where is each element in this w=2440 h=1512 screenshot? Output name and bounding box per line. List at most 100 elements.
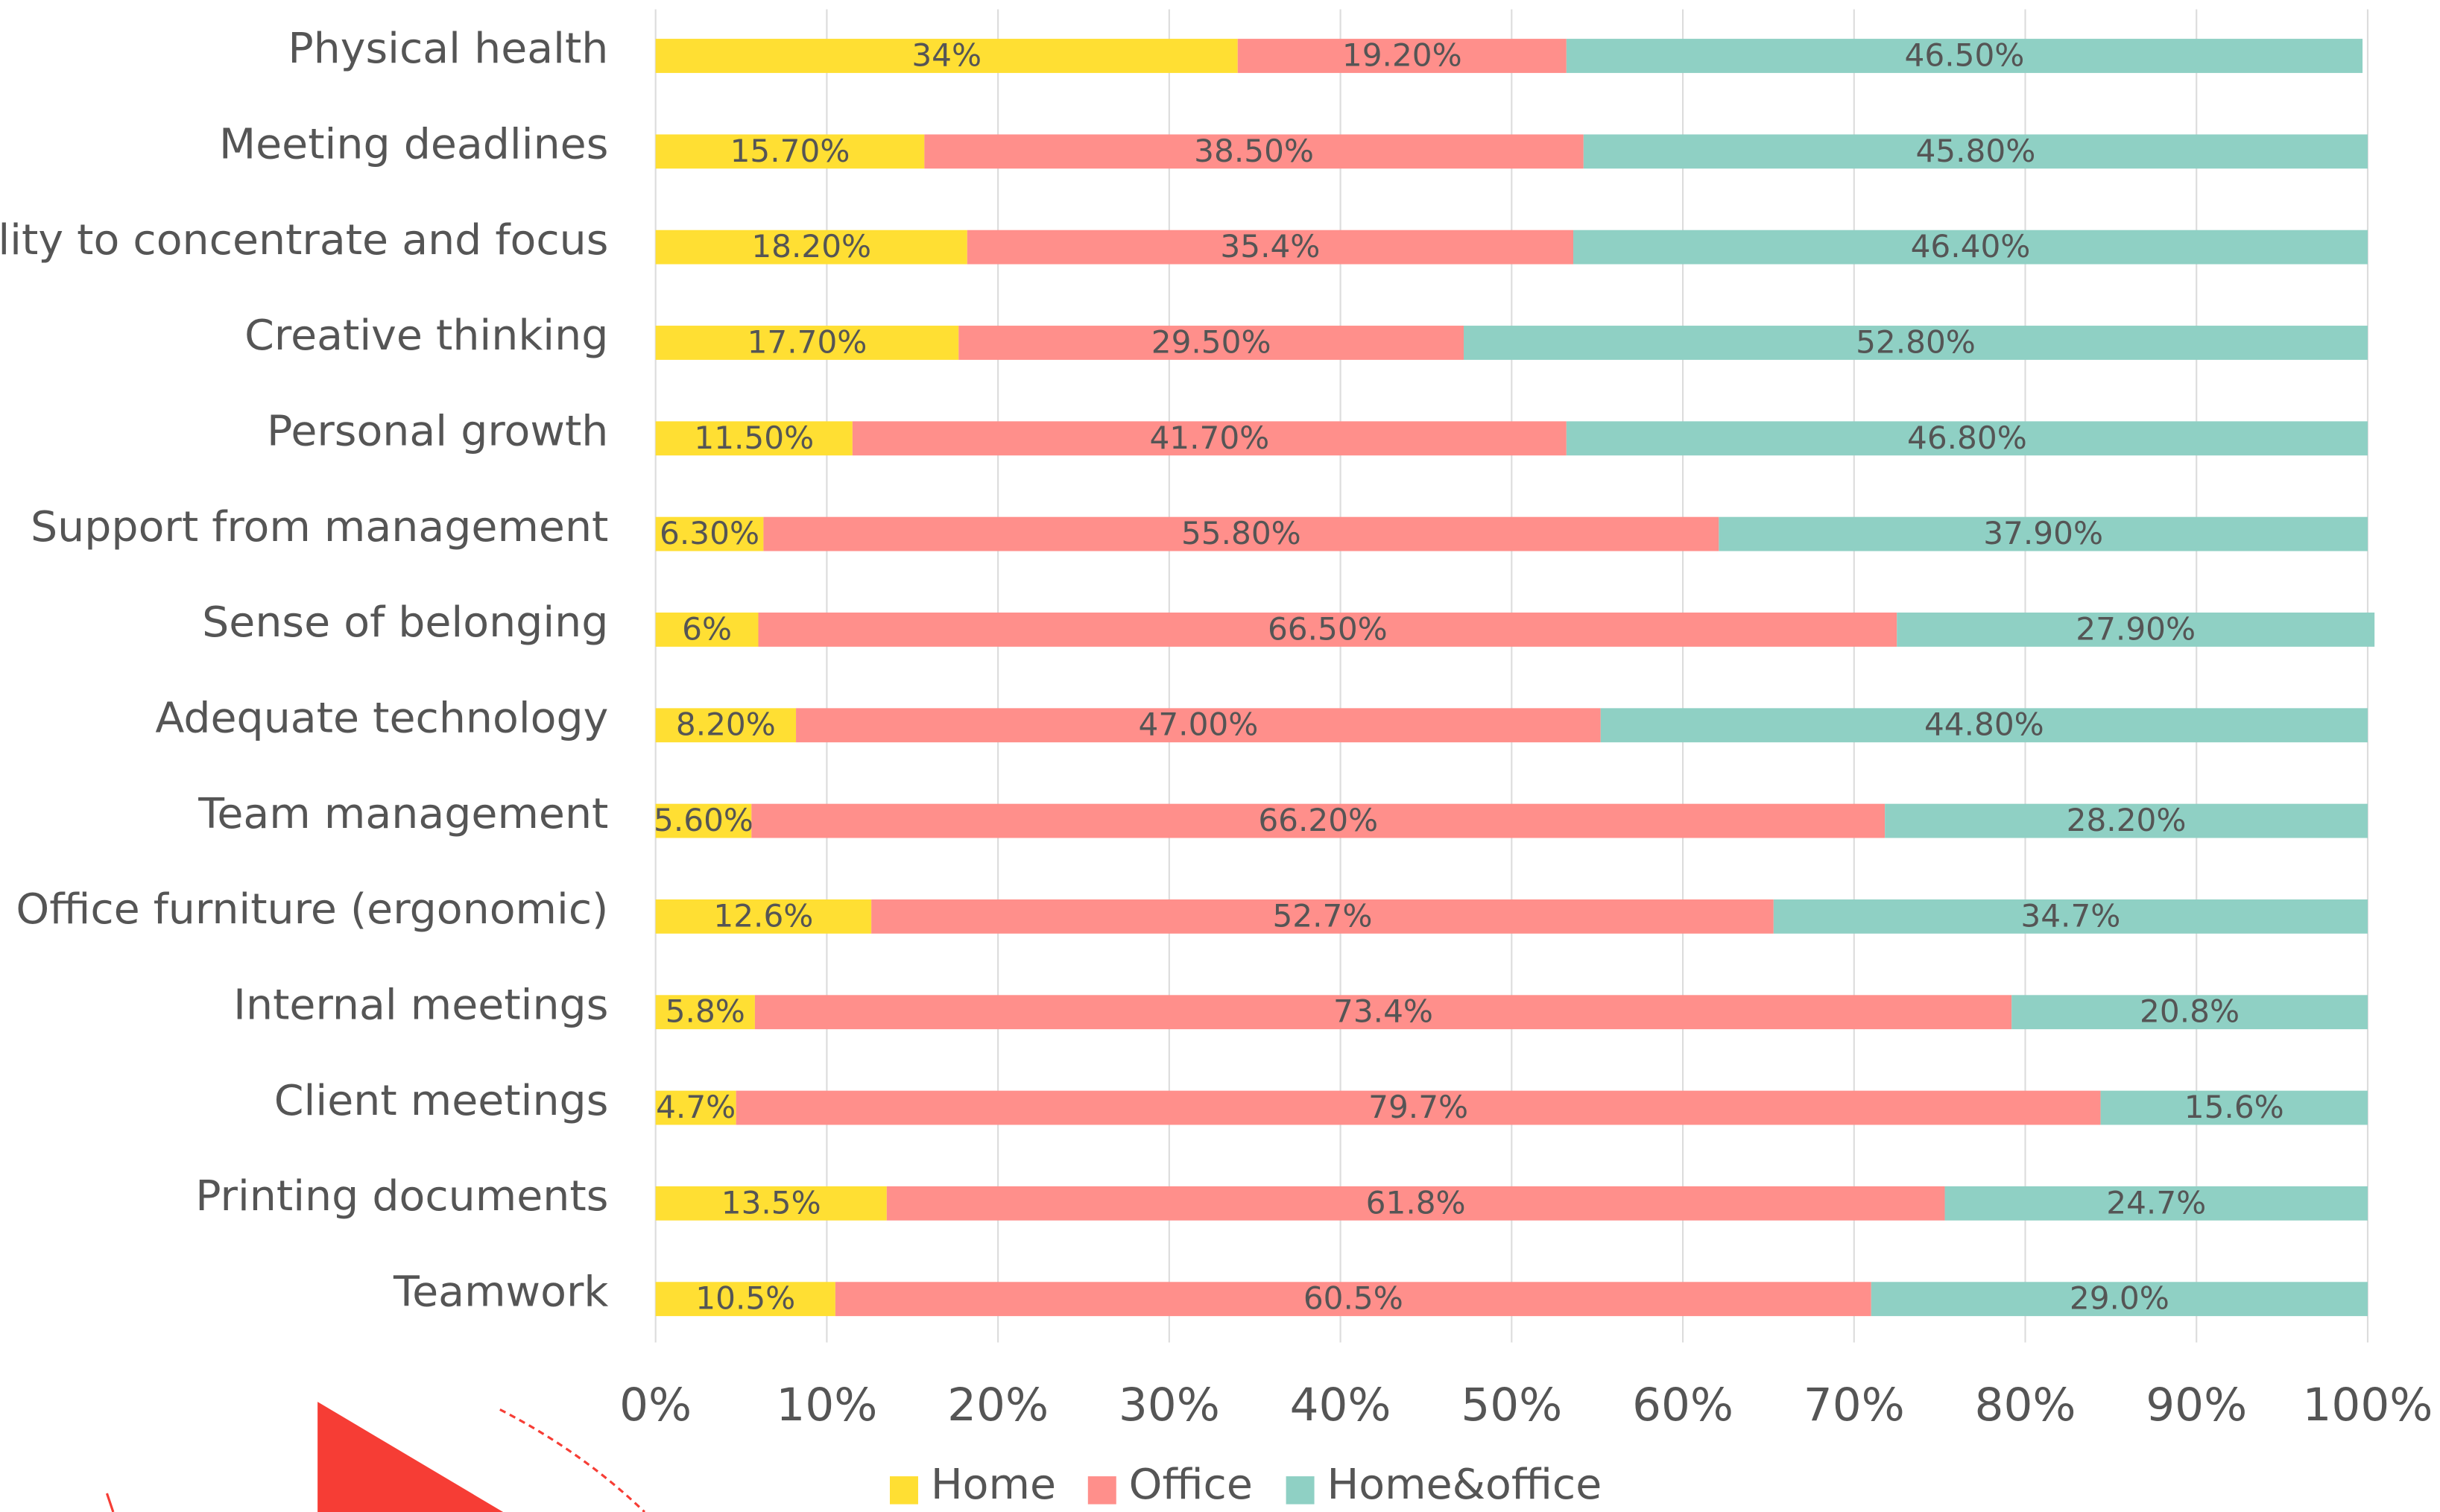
data-label: 28.20% [2067,802,2187,838]
data-label: 60.5% [1303,1280,1403,1317]
data-label: 41.70% [1149,420,1269,456]
x-tick-label: 20% [947,1379,1049,1432]
bar-segment [655,708,797,743]
bar-segment [758,613,1897,647]
y-tick-label: Printing documents [195,1171,608,1221]
data-label: 61.8% [1366,1185,1466,1221]
legend-label: Home&office [1327,1461,1602,1510]
data-label: 13.5% [721,1185,821,1221]
bar-segment [736,1090,2101,1125]
data-label: 15.6% [2184,1089,2284,1125]
data-label: 46.80% [1907,420,2027,456]
bar-segment [2011,995,2368,1030]
bar-segment [655,230,967,265]
decoration [105,1493,115,1512]
bar-segment [655,803,752,838]
data-label: 79.7% [1368,1089,1468,1125]
x-tick-label: 0% [619,1379,692,1432]
data-label: 45.80% [1915,133,2035,169]
bar-segment [852,421,1567,456]
bar-segment [655,1090,736,1125]
bar-segment [655,899,872,934]
bar-segment [1944,1186,2368,1221]
bar-segment [655,613,759,647]
x-tick-label: 50% [1461,1379,1562,1432]
y-tick-label: Meeting deadlines [219,120,608,169]
data-label: 34.7% [2020,898,2120,934]
data-label: 52.7% [1272,898,1372,934]
bar-segment [886,1186,1945,1221]
bar-segment [796,708,1601,743]
bar-segment [1566,39,2363,73]
data-label: 17.70% [748,324,867,361]
data-label: 24.7% [2106,1185,2206,1221]
bars: 34% 19.20% 46.50% 15.70% 38.50% 45.80% 18.20% 3… [654,37,2375,1317]
bar-segment [1566,421,2368,456]
y-tick-label: Creative thinking [244,311,608,361]
bar-segment [1897,613,2375,647]
y-tick-label: Adequate technology [155,694,608,743]
bar-segment [655,134,925,169]
legend-label: Home [931,1461,1056,1510]
data-label: 35.4% [1220,228,1320,265]
data-label: 66.20% [1258,802,1378,838]
data-label: 6.30% [660,515,759,551]
bar-segment [1885,803,2368,838]
data-label: 20.8% [2140,993,2240,1030]
x-tick-label: 40% [1290,1379,1391,1432]
data-label: 15.70% [730,133,850,169]
data-label: 6% [682,611,732,648]
bar-segment [655,516,764,551]
data-label: 55.80% [1181,515,1301,551]
bar-segment [655,421,853,456]
bar-segment [1600,708,2368,743]
x-tick-label: 100% [2303,1379,2433,1432]
data-label: 18.20% [751,228,871,265]
data-label: 27.90% [2076,611,2196,648]
y-tick-label: Physical health [288,25,608,74]
data-label: 12.6% [713,898,813,934]
data-label: 37.90% [1983,515,2103,551]
decoration [499,1408,646,1512]
y-tick-label: Internal meetings [233,981,608,1030]
y-tick-label: Sense of belonging [202,598,608,648]
grid [654,9,2369,1343]
x-tick-label: 90% [2146,1379,2247,1432]
data-label: 29.0% [2070,1280,2169,1317]
bar-segment [958,326,1464,360]
data-label: 4.7% [656,1089,736,1125]
y-tick-label: Teamwork [393,1268,609,1317]
data-label: 44.80% [1924,706,2044,743]
bar-segment [1463,326,2368,360]
data-label: 52.80% [1856,324,1976,361]
bar-segment [1573,230,2368,265]
bar-segment [1237,39,1567,73]
x-tick-label: 10% [776,1379,877,1432]
bar-segment [655,1282,835,1317]
data-label: 38.50% [1194,133,1314,169]
y-tick-label: Team management [197,789,608,838]
data-label: 11.50% [694,420,814,456]
bar-segment [655,326,959,360]
data-label: 47.00% [1139,706,1259,743]
legend-swatch [1087,1476,1116,1505]
bar-segment [1583,134,2368,169]
bar-segment [924,134,1584,169]
bar-segment [1871,1282,2368,1317]
y-tick-label: Ability to concentrate and focus [0,215,608,265]
data-label: 19.20% [1342,37,1462,74]
decoration [317,1402,504,1512]
x-tick-label: 30% [1119,1379,1220,1432]
y-tick-label: Support from management [31,502,608,551]
bar-segment [1719,516,2368,551]
legend-swatch [1286,1476,1315,1505]
bar-segment [1773,899,2368,934]
bar-segment [763,516,1719,551]
data-label: 73.4% [1333,993,1433,1030]
data-label: 29.50% [1151,324,1271,361]
data-label: 10.5% [695,1280,795,1317]
bar-segment [835,1282,1871,1317]
data-label: 8.20% [676,706,776,743]
y-tick-label: Personal growth [267,407,608,456]
